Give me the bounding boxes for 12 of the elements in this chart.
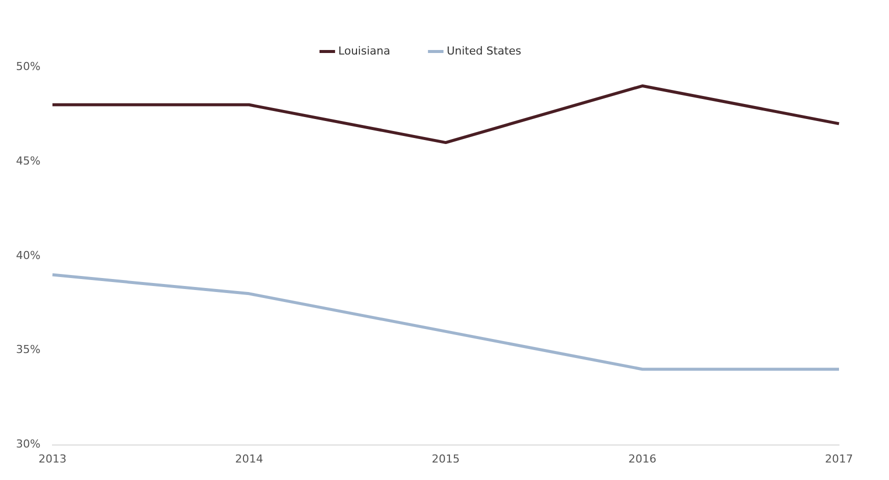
legend-label: United States (446, 44, 522, 58)
x-tick-label: 2017 (825, 452, 853, 466)
x-tick-label: 2015 (432, 452, 460, 466)
y-tick-label: 35% (16, 343, 40, 356)
y-tick-label: 50% (16, 60, 40, 73)
y-tick-label: 40% (16, 248, 40, 262)
x-tick-label: 2014 (235, 452, 264, 466)
x-tick-label: 2016 (628, 452, 656, 466)
x-tick-label: 2013 (38, 452, 66, 466)
legend-label: Louisiana (338, 44, 390, 58)
y-tick-label: 45% (16, 154, 40, 168)
y-tick-label: 30% (16, 438, 40, 451)
